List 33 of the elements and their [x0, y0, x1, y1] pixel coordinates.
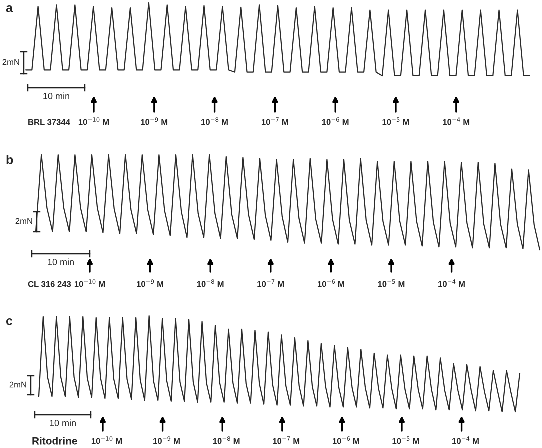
text: 10$^{−9}$ M: [154, 436, 180, 444]
text: 10$^{−10}$ M: [78, 118, 110, 126]
text: 10$^{−8}$ M: [197, 280, 224, 288]
text: 10$^{−9}$ M: [137, 280, 164, 288]
text: 2mN: [10, 382, 26, 388]
text: 10$^{−7}$ M: [262, 118, 288, 126]
text: 10 min: [44, 92, 70, 100]
chart-title: b: [6, 155, 14, 164]
text: 10$^{−6}$ M: [318, 280, 344, 288]
text: BRL 37344: [28, 119, 70, 126]
text: 10$^{−5}$ M: [378, 280, 405, 288]
text: CL 316 243: [28, 281, 72, 288]
text: 10$^{−10}$ M: [74, 280, 106, 288]
text: 10$^{−10}$ M: [92, 436, 122, 444]
text: 10$^{−8}$ M: [202, 118, 228, 126]
text: 10$^{−8}$ M: [213, 436, 240, 444]
text: 10$^{−4}$ M: [443, 118, 470, 126]
text: 10$^{−4}$ M: [452, 436, 479, 444]
chart-title: a: [6, 6, 14, 12]
chart-title: c: [6, 318, 13, 326]
text: 10$^{−5}$ M: [392, 436, 420, 444]
text: 10$^{−6}$ M: [332, 436, 360, 444]
text: Ritodrine: [32, 437, 78, 445]
text: 10$^{−7}$ M: [258, 280, 284, 288]
text: 10 min: [48, 258, 74, 266]
text: 2mN: [2, 59, 20, 66]
text: 10$^{−5}$ M: [382, 118, 410, 126]
text: 10$^{−6}$ M: [322, 118, 349, 126]
text: 10$^{−7}$ M: [273, 436, 300, 444]
text: 10$^{−9}$ M: [141, 118, 168, 126]
text: 10 min: [50, 420, 76, 426]
text: 10$^{−4}$ M: [438, 280, 465, 288]
text: 2mN: [16, 218, 32, 224]
